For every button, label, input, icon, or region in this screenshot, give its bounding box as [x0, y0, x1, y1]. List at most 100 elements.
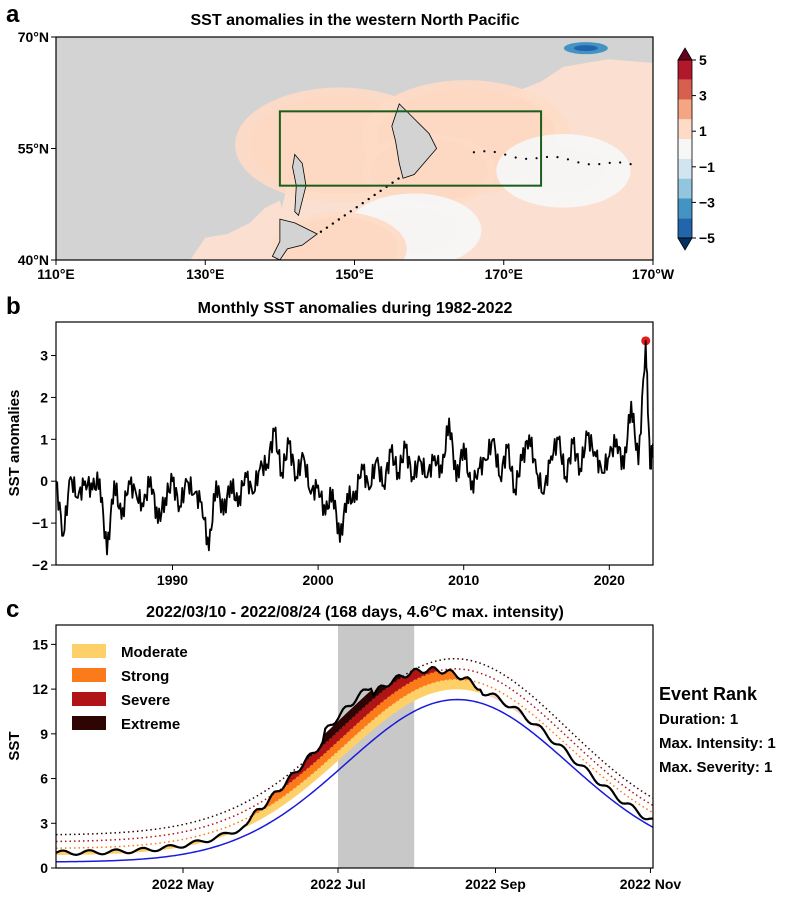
y-tick-label: −2 [32, 557, 48, 573]
island [367, 197, 370, 201]
colorbar-label: −3 [699, 194, 715, 210]
island [319, 230, 323, 233]
legend-swatch-strong [72, 668, 106, 682]
colorbar-box [678, 198, 692, 219]
colorbar: 5 3 1 −1 −3 −5 [677, 47, 715, 251]
climatology-line [56, 698, 653, 863]
anomaly-line [56, 339, 653, 556]
category-fill-extreme [320, 675, 402, 748]
colorbar-box [678, 158, 692, 179]
cold-anomaly [573, 45, 598, 52]
anomaly-contour [361, 134, 497, 208]
category-fill-strong [254, 669, 458, 815]
anomaly-series [56, 339, 653, 556]
category-fill-severe [284, 666, 438, 787]
y-tick-label: −1 [32, 515, 48, 531]
island [598, 163, 601, 166]
threshold-line [56, 678, 653, 849]
y-tick-label: 12 [32, 681, 48, 697]
island [379, 189, 382, 193]
panel-b-frame [55, 321, 654, 566]
legend-label-extreme: Extreme [121, 716, 180, 733]
island [504, 153, 507, 156]
island [325, 226, 329, 229]
colorbar-box [678, 119, 692, 140]
y-tick-label: 55°N [18, 141, 49, 157]
ocean-region [190, 200, 288, 260]
y-tick-label: 15 [32, 636, 48, 652]
kamchatka-land [391, 103, 438, 179]
y-tick-label: 2 [40, 389, 48, 405]
island [514, 156, 517, 159]
island [566, 158, 570, 161]
panel-c-axes: 2022 May 2022 Jul 2022 Sep 2022 Nov 15 12 9 6 3 0 [32, 636, 681, 892]
y-tick-label: 1 [40, 431, 48, 447]
island [472, 151, 475, 154]
legend-swatch-severe [72, 692, 106, 706]
event-rank-duration: Duration: 1 [659, 711, 738, 728]
island [619, 161, 622, 164]
panel-c-frame [55, 624, 654, 869]
panel-letter-c: c [6, 596, 19, 623]
colorbar-label: 5 [699, 52, 707, 68]
island [355, 206, 358, 209]
y-tick-label: 40°N [18, 252, 49, 268]
colorbar-box [678, 79, 692, 100]
x-tick-label: 2010 [448, 572, 479, 588]
island [608, 161, 611, 164]
x-tick-label: 2000 [303, 572, 334, 588]
colorbar-label: −5 [699, 230, 715, 246]
legend-swatch-extreme [72, 716, 106, 730]
x-tick-label: 1990 [157, 572, 188, 588]
island [556, 156, 559, 159]
colorbar-label: 3 [699, 88, 707, 104]
category-fill-moderate [241, 679, 481, 830]
x-tick-label: 130°E [186, 266, 224, 282]
y-tick-label: 3 [40, 815, 48, 831]
island [349, 210, 352, 213]
island [535, 157, 538, 160]
y-tick-label: 6 [40, 771, 48, 787]
island [545, 155, 549, 159]
colorbar-box [678, 99, 692, 120]
post-event-fill [487, 693, 539, 729]
anomaly-contour [272, 212, 407, 260]
panel-b-title: Monthly SST anomalies during 1982-2022 [198, 300, 513, 317]
anomaly-contour [496, 134, 631, 208]
island [337, 218, 341, 221]
x-tick-label: 170°W [632, 266, 675, 282]
panel-c-title: 2022/03/10 - 2022/08/24 (168 days, 4.6oC… [146, 602, 564, 621]
panel-c: c 2022/03/10 - 2022/08/24 (168 days, 4.6… [6, 596, 776, 892]
x-tick-label: 170°E [485, 266, 523, 282]
x-tick-label: 150°E [335, 266, 373, 282]
x-tick-label: 2022 Jul [310, 876, 365, 892]
event-rank-title: Event Rank [659, 684, 758, 704]
colorbar-label: −1 [699, 159, 715, 175]
panel-letter-b: b [6, 293, 21, 320]
event-rank-intensity: Max. Intensity: 1 [659, 735, 776, 752]
island [397, 177, 400, 180]
colorbar-frame [677, 59, 693, 239]
island [525, 157, 528, 160]
y-tick-label: 3 [40, 348, 48, 364]
panel-b: b Monthly SST anomalies during 1982-2022… [6, 293, 654, 588]
island [493, 150, 496, 154]
island [577, 161, 580, 164]
colorbar-box [678, 60, 692, 80]
panel-a: a SST anomalies in the western North Pac… [6, 1, 715, 282]
colorbar-box [678, 178, 692, 199]
legend-label-severe: Severe [121, 692, 170, 709]
x-tick-label: 2022 Sep [465, 876, 526, 892]
legend: Moderate Strong Severe Extreme [72, 644, 188, 733]
category-fill-moderate [78, 850, 100, 855]
colorbar-box [678, 139, 692, 159]
island [331, 222, 335, 225]
colorbar-extend-top [677, 47, 693, 61]
island [361, 201, 364, 205]
threshold-line [56, 668, 653, 843]
sst-line [56, 665, 653, 857]
target-box [278, 110, 543, 187]
panel-b-axes: 1990 2000 2010 2020 3 2 1 0 −1 −2 [32, 336, 651, 588]
category-fill-moderate [213, 832, 229, 840]
